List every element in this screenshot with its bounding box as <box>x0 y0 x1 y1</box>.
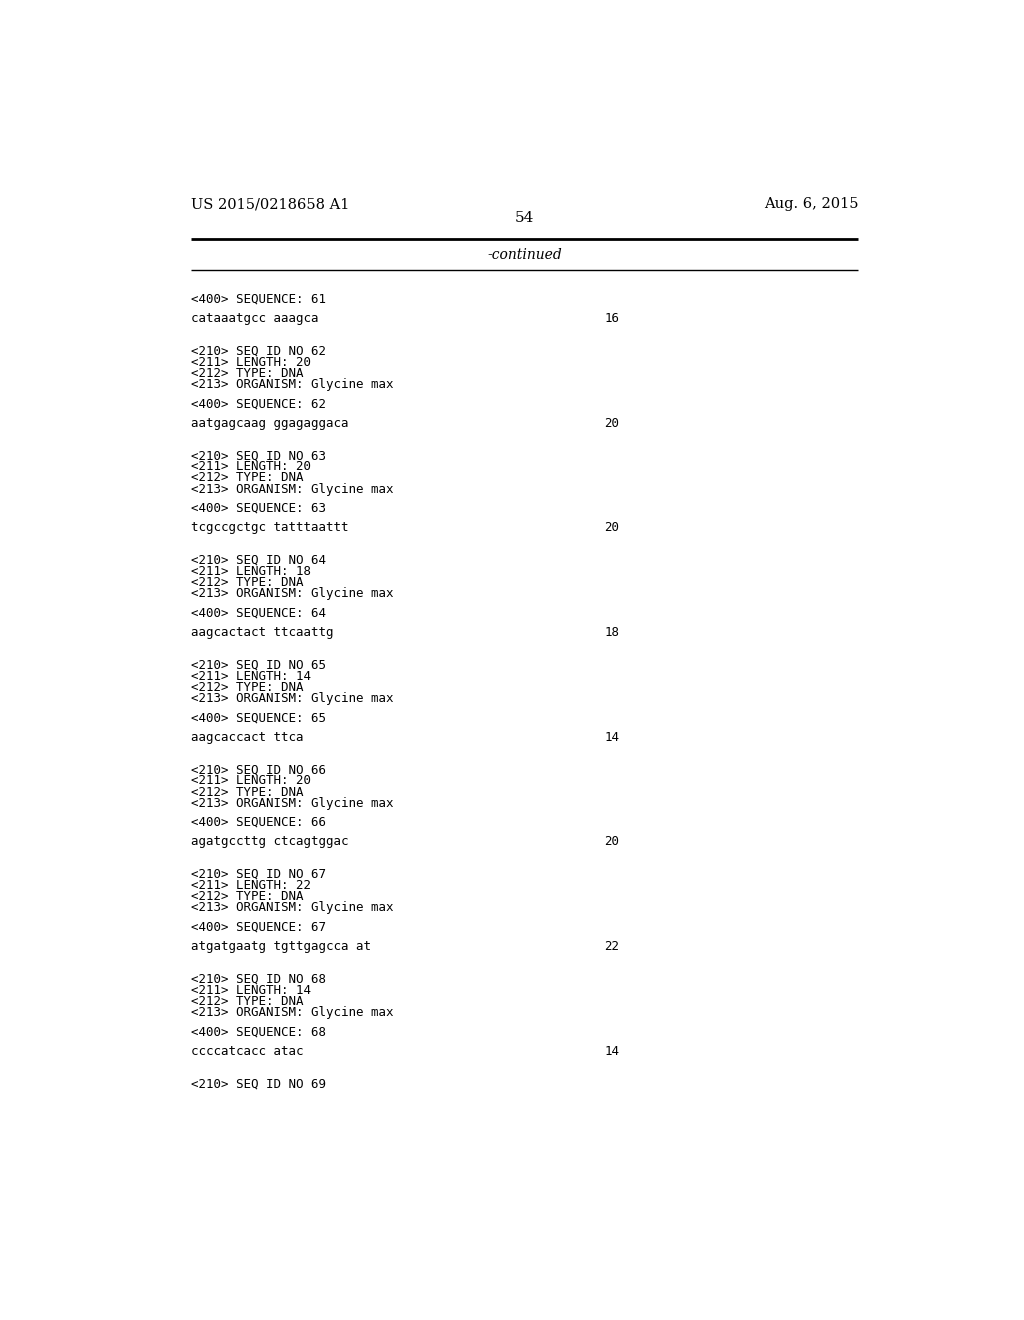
Text: US 2015/0218658 A1: US 2015/0218658 A1 <box>191 197 350 211</box>
Text: 14: 14 <box>604 731 620 743</box>
Text: -continued: -continued <box>487 248 562 261</box>
Text: 20: 20 <box>604 417 620 429</box>
Text: aagcactact ttcaattg: aagcactact ttcaattg <box>191 626 334 639</box>
Text: tcgccgctgc tatttaattt: tcgccgctgc tatttaattt <box>191 521 349 535</box>
Text: 20: 20 <box>604 836 620 849</box>
Text: <400> SEQUENCE: 68: <400> SEQUENCE: 68 <box>191 1026 327 1039</box>
Text: <213> ORGANISM: Glycine max: <213> ORGANISM: Glycine max <box>191 797 394 809</box>
Text: <212> TYPE: DNA: <212> TYPE: DNA <box>191 576 304 589</box>
Text: 16: 16 <box>604 312 620 325</box>
Text: <210> SEQ ID NO 65: <210> SEQ ID NO 65 <box>191 659 327 672</box>
Text: <210> SEQ ID NO 66: <210> SEQ ID NO 66 <box>191 763 327 776</box>
Text: <210> SEQ ID NO 68: <210> SEQ ID NO 68 <box>191 973 327 986</box>
Text: <211> LENGTH: 14: <211> LENGTH: 14 <box>191 983 311 997</box>
Text: <213> ORGANISM: Glycine max: <213> ORGANISM: Glycine max <box>191 902 394 915</box>
Text: <400> SEQUENCE: 63: <400> SEQUENCE: 63 <box>191 502 327 515</box>
Text: <213> ORGANISM: Glycine max: <213> ORGANISM: Glycine max <box>191 587 394 601</box>
Text: <213> ORGANISM: Glycine max: <213> ORGANISM: Glycine max <box>191 378 394 391</box>
Text: <400> SEQUENCE: 65: <400> SEQUENCE: 65 <box>191 711 327 725</box>
Text: 14: 14 <box>604 1044 620 1057</box>
Text: <210> SEQ ID NO 67: <210> SEQ ID NO 67 <box>191 867 327 880</box>
Text: cataaatgcc aaagca: cataaatgcc aaagca <box>191 312 319 325</box>
Text: <211> LENGTH: 20: <211> LENGTH: 20 <box>191 355 311 368</box>
Text: <212> TYPE: DNA: <212> TYPE: DNA <box>191 367 304 380</box>
Text: <210> SEQ ID NO 69: <210> SEQ ID NO 69 <box>191 1077 327 1090</box>
Text: <212> TYPE: DNA: <212> TYPE: DNA <box>191 681 304 694</box>
Text: <211> LENGTH: 18: <211> LENGTH: 18 <box>191 565 311 578</box>
Text: <212> TYPE: DNA: <212> TYPE: DNA <box>191 785 304 799</box>
Text: <400> SEQUENCE: 66: <400> SEQUENCE: 66 <box>191 816 327 829</box>
Text: <213> ORGANISM: Glycine max: <213> ORGANISM: Glycine max <box>191 692 394 705</box>
Text: <213> ORGANISM: Glycine max: <213> ORGANISM: Glycine max <box>191 483 394 495</box>
Text: <211> LENGTH: 20: <211> LENGTH: 20 <box>191 461 311 474</box>
Text: 20: 20 <box>604 521 620 535</box>
Text: <210> SEQ ID NO 63: <210> SEQ ID NO 63 <box>191 449 327 462</box>
Text: <212> TYPE: DNA: <212> TYPE: DNA <box>191 995 304 1008</box>
Text: <400> SEQUENCE: 67: <400> SEQUENCE: 67 <box>191 921 327 933</box>
Text: 22: 22 <box>604 940 620 953</box>
Text: <400> SEQUENCE: 64: <400> SEQUENCE: 64 <box>191 607 327 619</box>
Text: agatgccttg ctcagtggac: agatgccttg ctcagtggac <box>191 836 349 849</box>
Text: ccccatcacc atac: ccccatcacc atac <box>191 1044 304 1057</box>
Text: Aug. 6, 2015: Aug. 6, 2015 <box>764 197 858 211</box>
Text: <400> SEQUENCE: 61: <400> SEQUENCE: 61 <box>191 293 327 305</box>
Text: atgatgaatg tgttgagcca at: atgatgaatg tgttgagcca at <box>191 940 372 953</box>
Text: aatgagcaag ggagaggaca: aatgagcaag ggagaggaca <box>191 417 349 429</box>
Text: 54: 54 <box>515 211 535 226</box>
Text: <210> SEQ ID NO 62: <210> SEQ ID NO 62 <box>191 345 327 358</box>
Text: aagcaccact ttca: aagcaccact ttca <box>191 731 304 743</box>
Text: 18: 18 <box>604 626 620 639</box>
Text: <210> SEQ ID NO 64: <210> SEQ ID NO 64 <box>191 554 327 566</box>
Text: <212> TYPE: DNA: <212> TYPE: DNA <box>191 471 304 484</box>
Text: <211> LENGTH: 22: <211> LENGTH: 22 <box>191 879 311 892</box>
Text: <212> TYPE: DNA: <212> TYPE: DNA <box>191 890 304 903</box>
Text: <213> ORGANISM: Glycine max: <213> ORGANISM: Glycine max <box>191 1006 394 1019</box>
Text: <211> LENGTH: 14: <211> LENGTH: 14 <box>191 669 311 682</box>
Text: <211> LENGTH: 20: <211> LENGTH: 20 <box>191 775 311 787</box>
Text: <400> SEQUENCE: 62: <400> SEQUENCE: 62 <box>191 397 327 411</box>
